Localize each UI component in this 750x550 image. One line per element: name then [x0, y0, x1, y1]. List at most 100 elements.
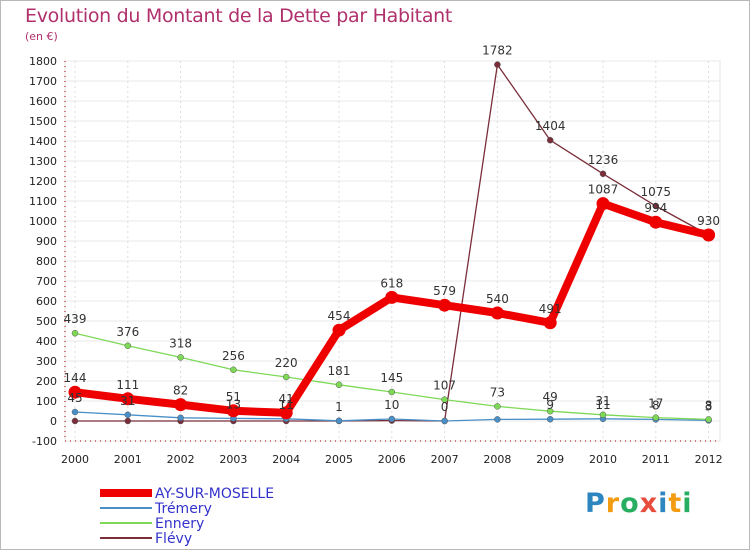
- legend-label: Ennery: [155, 516, 204, 532]
- y-tick-label: 400: [36, 335, 57, 348]
- point-fl-vy: [546, 136, 554, 144]
- data-label-ennery: 181: [328, 364, 351, 378]
- x-tick-label: 2002: [167, 453, 195, 466]
- point-ennery: [335, 381, 343, 389]
- y-tick-label: 300: [36, 355, 57, 368]
- y-tick-label: 100: [36, 395, 57, 408]
- logo-letter: o: [620, 488, 640, 519]
- y-tick-label: 0: [50, 415, 57, 428]
- data-label-fl-vy: 1075: [641, 185, 672, 199]
- legend-label: AY-SUR-MOSELLE: [155, 486, 274, 502]
- x-tick-label: 2008: [483, 453, 511, 466]
- data-label-ay-sur-moselle: 1087: [588, 183, 619, 197]
- point-tr-mery: [388, 415, 396, 423]
- data-label-fl-vy: 1236: [588, 153, 619, 167]
- series-layer: [68, 61, 716, 425]
- data-label-ay-sur-moselle: 111: [116, 378, 139, 392]
- data-label-tr-mery: 45: [67, 391, 82, 405]
- y-tick-label: 700: [36, 275, 57, 288]
- data-label-ay-sur-moselle: 994: [644, 201, 667, 215]
- y-tick-label: 1200: [29, 175, 57, 188]
- point-tr-mery: [494, 416, 501, 423]
- y-tick-label: 1500: [29, 115, 57, 128]
- point-ay-sur-moselle: [438, 298, 452, 312]
- point-ay-sur-moselle: [279, 406, 293, 420]
- point-ay-sur-moselle: [226, 404, 240, 418]
- point-ennery: [705, 416, 712, 423]
- data-label-ay-sur-moselle: 491: [539, 302, 562, 316]
- data-label-ennery: 256: [222, 349, 245, 363]
- data-label-ennery: 376: [116, 325, 139, 339]
- y-tick-label: 900: [36, 235, 57, 248]
- y-tick-label: 1000: [29, 215, 57, 228]
- data-label-ay-sur-moselle: 579: [433, 284, 456, 298]
- y-tick-label: 200: [36, 375, 57, 388]
- logo-letter: t: [668, 488, 683, 519]
- data-label-ennery: 107: [433, 379, 456, 393]
- data-label-tr-mery: 10: [384, 398, 399, 412]
- axes: -100010020030040050060070080090010001100…: [29, 55, 723, 466]
- point-tr-mery: [124, 411, 132, 419]
- x-tick-label: 2007: [431, 453, 459, 466]
- data-label-ay-sur-moselle: 82: [173, 384, 188, 398]
- data-label-ennery: 145: [380, 371, 403, 385]
- data-label-tr-mery: 11: [595, 398, 610, 412]
- data-label-ay-sur-moselle: 930: [697, 214, 720, 228]
- y-axis-unit: (en €): [25, 30, 58, 43]
- data-label-ay-sur-moselle: 51: [226, 390, 241, 404]
- data-label-ay-sur-moselle: 618: [380, 276, 403, 290]
- point-ennery: [652, 414, 660, 421]
- point-ay-sur-moselle: [649, 215, 663, 229]
- data-label-ennery: 73: [490, 385, 505, 399]
- point-tr-mery: [335, 417, 343, 425]
- data-label-ennery: 17: [648, 397, 663, 411]
- point-ennery: [388, 388, 396, 396]
- x-tick-label: 2010: [589, 453, 617, 466]
- point-ay-sur-moselle: [385, 290, 399, 304]
- y-tick-label: -100: [32, 435, 57, 448]
- point-ay-sur-moselle: [121, 392, 135, 406]
- x-tick-label: 2011: [642, 453, 670, 466]
- data-label-ay-sur-moselle: 540: [486, 292, 509, 306]
- data-label-tr-mery: 9: [546, 398, 554, 412]
- point-ay-sur-moselle: [702, 228, 716, 242]
- legend-label: Trémery: [154, 501, 212, 517]
- point-ennery: [177, 354, 184, 361]
- point-ay-sur-moselle: [174, 398, 188, 412]
- point-ay-sur-moselle: [543, 316, 557, 330]
- x-tick-label: 2000: [61, 453, 89, 466]
- point-tr-mery: [441, 417, 448, 425]
- logo-letter: x: [639, 488, 659, 519]
- point-ay-sur-moselle: [332, 323, 346, 337]
- data-label-ennery: 439: [64, 312, 87, 326]
- logo-letter: r: [605, 488, 621, 519]
- x-tick-label: 2006: [378, 453, 406, 466]
- y-tick-label: 500: [36, 315, 57, 328]
- data-label-ennery: 31: [595, 394, 610, 408]
- point-ennery: [124, 342, 132, 350]
- point-fl-vy: [652, 202, 660, 210]
- point-ennery: [546, 407, 554, 415]
- point-ay-sur-moselle: [68, 385, 82, 399]
- point-fl-vy: [71, 417, 79, 425]
- data-label-ennery: 220: [275, 356, 298, 370]
- point-ennery: [441, 396, 448, 403]
- y-tick-label: 1800: [29, 55, 57, 68]
- point-ennery: [494, 403, 501, 410]
- x-tick-label: 2012: [695, 453, 723, 466]
- x-tick-label: 2001: [114, 453, 142, 466]
- y-tick-label: 1400: [29, 135, 57, 148]
- logo-letter: i: [658, 488, 669, 519]
- data-label-ennery: 8: [705, 398, 713, 412]
- point-fl-vy: [599, 170, 607, 178]
- proxiti-logo: Proxiti: [585, 488, 693, 519]
- point-tr-mery: [177, 414, 184, 422]
- legend-label: Flévy: [155, 531, 192, 547]
- point-tr-mery: [546, 415, 554, 423]
- x-tick-label: 2004: [272, 453, 300, 466]
- y-tick-label: 1700: [29, 75, 57, 88]
- logo-letter: i: [682, 488, 693, 519]
